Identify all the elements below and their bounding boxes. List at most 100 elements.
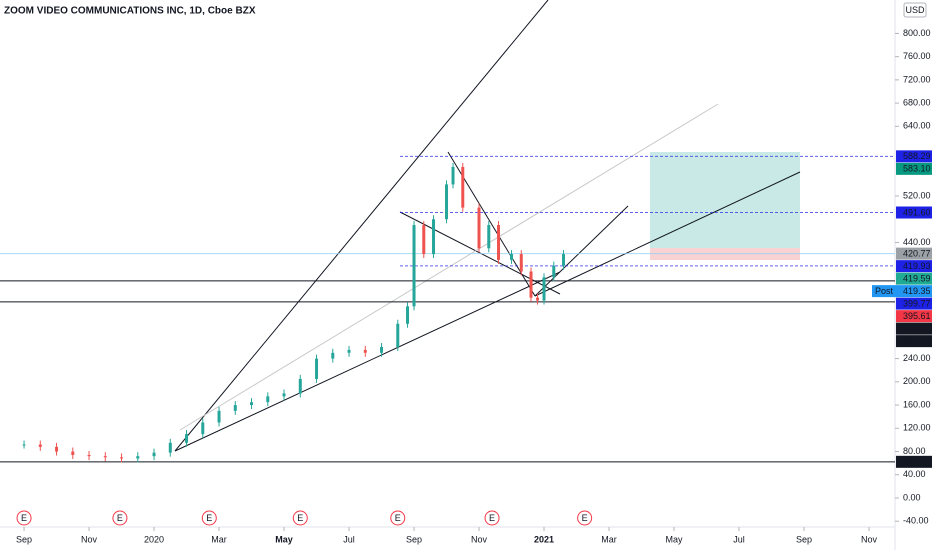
- price-label: 399.77: [903, 299, 931, 309]
- price-label-box: [896, 455, 932, 468]
- tag-label: Post: [875, 286, 894, 296]
- candle: [152, 452, 156, 457]
- x-tick-label: May: [275, 534, 293, 544]
- earnings-marker: [201, 510, 217, 526]
- candle: [422, 225, 426, 255]
- price-label: 583.10: [903, 164, 931, 174]
- candle: [396, 323, 400, 347]
- earnings-marker: [484, 510, 500, 526]
- price-label-box: [896, 162, 932, 175]
- price-label-box: [896, 335, 932, 348]
- price-label: 491.60: [903, 207, 931, 217]
- price-label-box: [896, 150, 932, 163]
- candle: [445, 184, 449, 220]
- y-tick-label: 200.00: [903, 376, 931, 386]
- profit-zone: [650, 152, 800, 248]
- price-label-box: [896, 260, 932, 273]
- price-label: 419.35: [903, 286, 931, 296]
- candle: [487, 225, 491, 249]
- candle: [38, 444, 42, 447]
- candle: [298, 378, 302, 394]
- y-tick-label: 0.00: [903, 492, 921, 502]
- candle: [432, 219, 436, 255]
- y-tick-label: 640.00: [903, 121, 931, 131]
- x-tick-label: Mar: [211, 534, 227, 544]
- candle: [315, 358, 319, 379]
- earnings-marker: [16, 510, 32, 526]
- candle: [380, 346, 384, 353]
- y-tick-label: 680.00: [903, 97, 931, 107]
- earnings-label: E: [117, 513, 123, 523]
- price-label: 373.81: [903, 324, 931, 334]
- earnings-label: E: [489, 513, 495, 523]
- candle: [542, 277, 546, 301]
- price-label: 420.77: [903, 249, 931, 259]
- earnings-marker: [577, 510, 593, 526]
- price-label-box: [896, 272, 932, 285]
- x-tick-label: Nov: [861, 534, 878, 544]
- currency: USD: [905, 5, 925, 15]
- candle: [250, 402, 254, 406]
- price-label-box: [896, 247, 932, 260]
- currency-box: [903, 2, 927, 18]
- candle: [510, 254, 514, 260]
- price-label-box: [896, 310, 932, 323]
- price-label: 588.29: [903, 151, 931, 161]
- candle: [497, 225, 501, 260]
- candle: [233, 405, 237, 411]
- candle: [103, 456, 107, 458]
- x-tick-label: Sep: [16, 534, 32, 544]
- candle: [185, 434, 189, 443]
- x-tick-label: Sep: [406, 534, 422, 544]
- earnings-label: E: [297, 513, 303, 523]
- candle: [519, 254, 523, 272]
- earnings-label: E: [21, 513, 27, 523]
- candle: [363, 349, 367, 353]
- candle: [55, 446, 59, 452]
- y-tick-label: 240.00: [903, 353, 931, 363]
- candle: [529, 271, 533, 298]
- price-label: 419.59: [903, 274, 931, 284]
- x-tick-label: Jul: [733, 534, 745, 544]
- price-label-box: [896, 206, 932, 219]
- y-tick-label: -40.00: [903, 516, 929, 526]
- candle: [201, 422, 205, 435]
- y-tick-label: 520.00: [903, 190, 931, 200]
- price-label: 62.23: [903, 457, 926, 467]
- candle: [282, 393, 286, 397]
- candle: [536, 297, 540, 301]
- candle: [217, 410, 221, 423]
- candle: [136, 456, 140, 459]
- candle: [406, 306, 410, 324]
- candle: [120, 457, 124, 459]
- price-label-box: [896, 285, 932, 298]
- candle: [347, 349, 351, 353]
- y-tick-label: 160.00: [903, 399, 931, 409]
- candle: [87, 454, 91, 457]
- x-tick-label: Nov: [471, 534, 488, 544]
- x-tick-label: Nov: [81, 534, 98, 544]
- candle: [451, 166, 455, 185]
- y-tick-label: 120.00: [903, 423, 931, 433]
- candle: [331, 352, 335, 359]
- earnings-label: E: [582, 513, 588, 523]
- x-tick-label: 2020: [144, 534, 164, 544]
- earnings-marker: [390, 510, 406, 526]
- earnings-marker: [112, 510, 128, 526]
- x-tick-label: 2021: [534, 534, 554, 544]
- candle: [71, 451, 75, 455]
- candle: [562, 254, 566, 266]
- candle: [552, 265, 556, 278]
- candle: [22, 444, 26, 446]
- earnings-label: E: [395, 513, 401, 523]
- price-label: 337.71: [903, 336, 931, 346]
- y-tick-label: 720.00: [903, 74, 931, 84]
- tag-box: [872, 285, 896, 298]
- price-label-box: [896, 322, 932, 335]
- y-tick-label: 80.00: [903, 446, 926, 456]
- price-label-box: [896, 297, 932, 310]
- candle: [412, 225, 416, 307]
- candle: [168, 442, 172, 453]
